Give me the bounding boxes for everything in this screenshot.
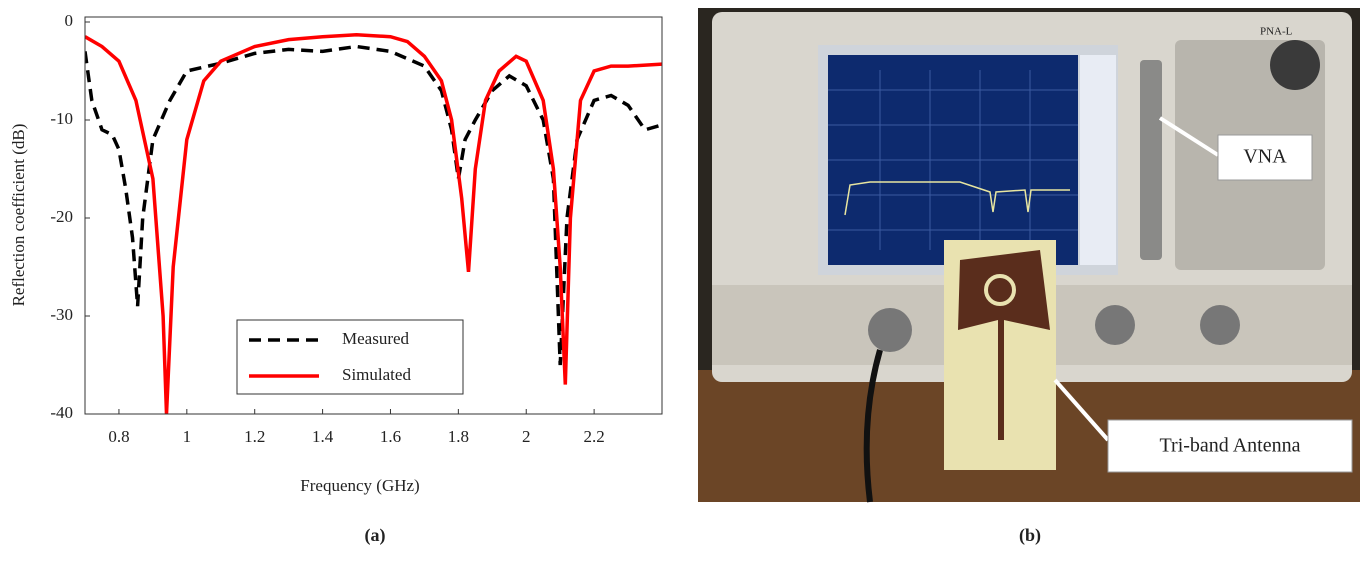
- x-tick-label: 2: [522, 427, 531, 446]
- plot-frame: [84, 16, 663, 415]
- legend-label: Simulated: [342, 365, 411, 384]
- callout-box: [1217, 134, 1313, 181]
- y-tick-label: -20: [50, 207, 73, 226]
- x-tick-label: 1: [183, 427, 192, 446]
- x-tick-label: 0.8: [108, 427, 129, 446]
- x-tick-label: 1.4: [312, 427, 334, 446]
- y-tick-label: -30: [50, 305, 73, 324]
- caption: (b): [1019, 525, 1041, 546]
- callout-box: [1107, 419, 1353, 473]
- y-tick-label: 0: [65, 11, 74, 30]
- callout-label: Tri-band Antenna: [1160, 435, 1301, 457]
- caption: (a): [365, 525, 386, 546]
- x-tick-label: 2.2: [583, 427, 604, 446]
- x-tick-label: 1.6: [380, 427, 401, 446]
- device-label: PNA-L: [1260, 26, 1293, 38]
- callout-label: VNA: [1243, 146, 1287, 168]
- legend-label: Measured: [342, 329, 410, 348]
- legend-box: [236, 319, 464, 395]
- y-tick-label: -10: [50, 109, 73, 128]
- data-line: [85, 32, 662, 414]
- x-tick-label: 1.2: [244, 427, 265, 446]
- photo: PNA-L VNA Tri-band Antenna: [698, 8, 1360, 503]
- x-axis-label: Frequency (GHz): [300, 476, 419, 495]
- data-line: [85, 44, 662, 366]
- x-tick-label: 1.8: [448, 427, 469, 446]
- y-axis-label: Reflection coefficient (dB): [9, 124, 28, 307]
- y-tick-label: -40: [50, 403, 73, 422]
